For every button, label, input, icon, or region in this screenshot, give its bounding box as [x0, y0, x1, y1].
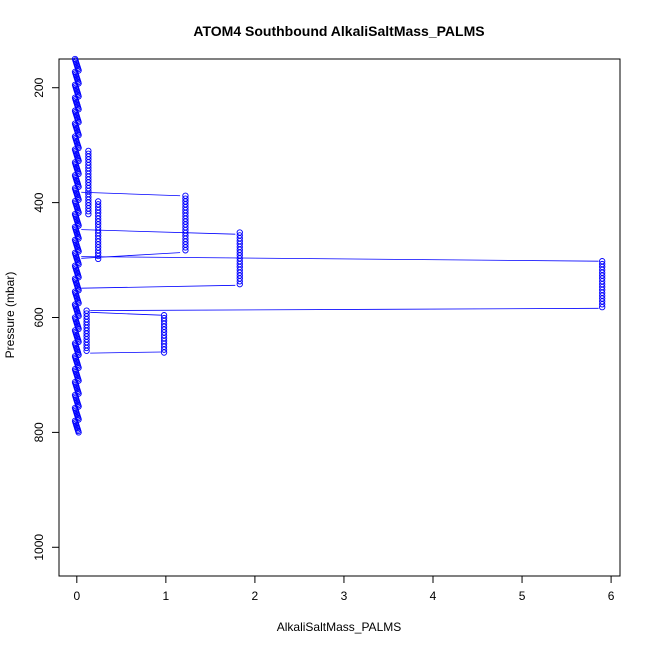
data-point — [236, 278, 243, 285]
data-point — [182, 244, 189, 251]
plot-frame — [58, 58, 621, 577]
series-line-segment — [81, 191, 181, 197]
series-line-segment — [90, 307, 599, 312]
series-line-segment — [81, 229, 236, 235]
series-lines — [81, 191, 599, 354]
series-line-segment — [90, 311, 162, 316]
data-point — [182, 247, 189, 254]
series-line-segment — [81, 252, 181, 259]
x-axis-label: AlkaliSaltMass_PALMS — [277, 620, 402, 634]
data-point — [85, 210, 92, 218]
chart-title: ATOM4 Southbound AlkaliSaltMass_PALMS — [193, 23, 484, 39]
series-line-segment — [81, 284, 236, 289]
series-line-segment — [81, 256, 599, 262]
y-tick-label: 800 — [32, 422, 46, 442]
data-point — [83, 344, 90, 352]
y-tick-label: 400 — [32, 192, 46, 212]
x-tick-label: 2 — [252, 589, 259, 603]
x-tick-label: 0 — [73, 589, 80, 603]
data-point — [236, 281, 243, 288]
y-tick-label: 600 — [32, 307, 46, 327]
x-tick-label: 6 — [608, 589, 615, 603]
series-line-segment — [90, 351, 162, 354]
x-tick-label: 5 — [519, 589, 526, 603]
x-tick-label: 1 — [163, 589, 170, 603]
y-tick-label: 1000 — [32, 534, 46, 561]
data-point — [85, 208, 92, 215]
y-axis-label: Pressure (mbar) — [3, 272, 17, 359]
x-tick-label: 4 — [430, 589, 437, 603]
data-point — [95, 255, 102, 263]
series-points — [71, 55, 606, 436]
data-point — [599, 304, 606, 311]
x-axis: 0 1 2 3 4 5 6 — [73, 575, 615, 603]
x-tick-label: 3 — [341, 589, 348, 603]
data-point — [75, 429, 82, 436]
data-point — [83, 347, 90, 354]
data-point — [599, 301, 606, 308]
data-point — [160, 346, 168, 353]
data-point — [95, 252, 102, 260]
data-point — [160, 349, 168, 356]
y-axis: 200 400 600 800 1000 — [32, 77, 60, 561]
y-tick-label: 200 — [32, 77, 46, 97]
